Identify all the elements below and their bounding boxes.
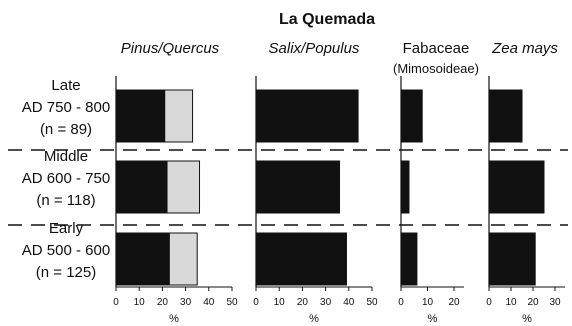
bar-middle-segment-2 [166, 160, 201, 214]
separators [8, 149, 568, 226]
tick-label: 30 [180, 297, 192, 308]
panel-title: Salix/Populus [269, 40, 360, 57]
tick-label: 30 [320, 297, 332, 308]
panel-4: Zea mays 0 10 20 30% [486, 40, 565, 325]
panel-3: Fabaceae (Mimosoideae) 0 10 20% [393, 40, 479, 325]
tick-label: 20 [297, 297, 309, 308]
row-labels: Late AD 750 - 800 (n = 89) Middle AD 600 - 7… [22, 77, 110, 281]
tick-label: 0 [113, 297, 119, 308]
row-label-early: Early AD 500 - 600 (n = 125) [22, 220, 110, 281]
tick-label: 40 [203, 297, 215, 308]
panels: Pinus/Quercus 0 10 20 30 40 50% Salix/Populus 0 1… [113, 40, 565, 325]
bar-early [255, 232, 347, 286]
period-range: AD 500 - 600 [22, 242, 110, 259]
bar-early [400, 232, 418, 286]
panel-2: Salix/Populus 0 10 20 30 40 50% [253, 40, 378, 325]
x-axis-label: % [169, 313, 179, 325]
bar-late [255, 89, 359, 143]
period-range: AD 750 - 800 [22, 99, 110, 116]
bar-middle [488, 160, 545, 214]
tick-label: 40 [343, 297, 355, 308]
panel-title: Fabaceae [403, 40, 470, 57]
tick-label: 20 [448, 297, 460, 308]
tick-label: 50 [366, 297, 378, 308]
bar-late-segment-1 [115, 89, 166, 143]
period-name: Early [49, 220, 84, 237]
x-axis-label: % [428, 313, 438, 325]
bar-early-segment-1 [115, 232, 170, 286]
bar-early-segment-2 [168, 232, 198, 286]
tick-label: 10 [134, 297, 146, 308]
tick-label: 30 [549, 297, 561, 308]
tick-label: 50 [226, 297, 238, 308]
x-axis-label: % [522, 313, 532, 325]
bar-middle [255, 160, 341, 214]
chart-title: La Quemada [279, 11, 375, 28]
panel-subtitle: (Mimosoideae) [393, 61, 479, 76]
tick-label: 0 [486, 297, 492, 308]
bar-late [400, 89, 423, 143]
period-range: AD 600 - 750 [22, 170, 110, 187]
tick-label: 10 [505, 297, 517, 308]
tick-label: 0 [253, 297, 259, 308]
tick-label: 0 [398, 297, 404, 308]
bar-late-segment-2 [164, 89, 194, 143]
tick-label: 10 [274, 297, 286, 308]
period-count: (n = 89) [40, 121, 92, 138]
tick-label: 20 [157, 297, 169, 308]
period-count: (n = 118) [36, 192, 95, 209]
tick-label: 10 [422, 297, 434, 308]
period-count: (n = 125) [36, 264, 96, 281]
period-name: Late [51, 77, 80, 94]
period-name: Middle [44, 148, 88, 165]
panel-title: Zea mays [491, 40, 558, 57]
bar-middle [400, 160, 410, 214]
bar-late [488, 89, 523, 143]
tick-label: 20 [527, 297, 539, 308]
x-axis-label: % [309, 313, 319, 325]
panel-1: Pinus/Quercus 0 10 20 30 40 50% [113, 40, 238, 325]
panel-title: Pinus/Quercus [121, 40, 220, 57]
bar-middle-segment-1 [115, 160, 168, 214]
bar-early [488, 232, 536, 286]
row-label-late: Late AD 750 - 800 (n = 89) [22, 77, 110, 138]
row-label-middle: Middle AD 600 - 750 (n = 118) [22, 148, 110, 209]
